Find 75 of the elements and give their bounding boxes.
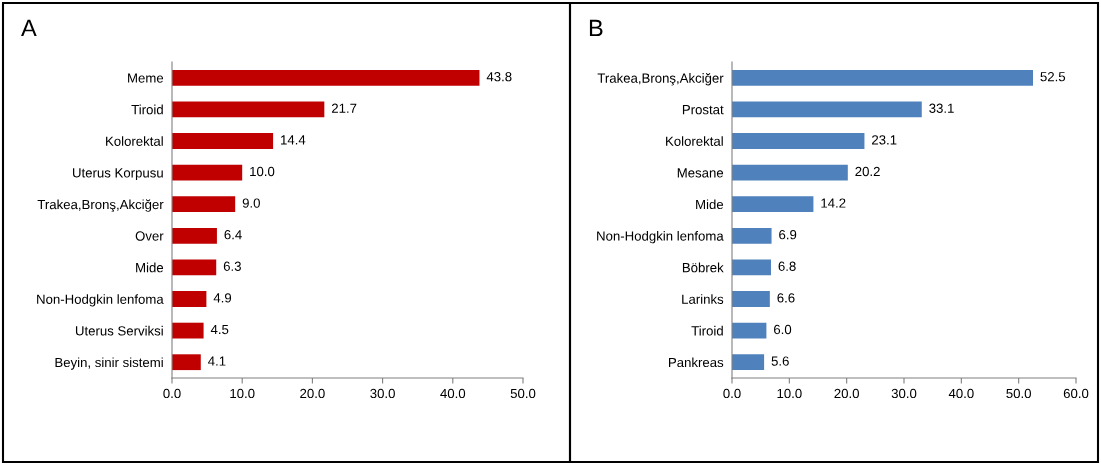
data-label: 33.1: [929, 103, 954, 113]
y-tick-label: Uterus Korpusu: [73, 168, 163, 181]
y-tick-label: Larinks: [682, 294, 724, 304]
x-tick-label: 40.0: [440, 388, 466, 399]
data-label: 5.6: [771, 356, 789, 366]
bar: [172, 354, 201, 371]
bar: [172, 133, 274, 149]
bar: [172, 259, 217, 276]
data-label: 6.9: [779, 230, 797, 240]
x-tick-label: 10.0: [777, 388, 802, 399]
bar: [732, 164, 848, 181]
y-tick-label: Trakea,Bronş,Akciğer: [597, 72, 724, 86]
y-tick-label: Kolorektal: [106, 136, 163, 146]
y-tick-label: Tiroid: [131, 104, 163, 115]
bar: [172, 164, 243, 181]
y-tick-label: Tiroid: [691, 325, 723, 336]
y-tick-label: Prostat: [682, 105, 724, 115]
bar: [732, 69, 1033, 86]
data-label: 4.5: [210, 324, 229, 335]
data-label: 4.1: [208, 356, 226, 366]
y-tick-label: Mide: [696, 199, 724, 210]
y-tick-label: Meme: [128, 73, 164, 83]
x-tick-label: 20.0: [834, 388, 859, 399]
y-tick-label: Mide: [136, 262, 164, 273]
x-tick-label: 10.0: [230, 388, 255, 399]
bar: [732, 354, 765, 371]
x-tick-label: 0.0: [723, 388, 741, 399]
bar: [732, 196, 814, 213]
data-label: 6.4: [224, 230, 242, 240]
y-tick-label: Beyin, sinir sistemi: [55, 357, 163, 370]
chart-title: B: [589, 19, 603, 37]
x-tick-label: 50.0: [510, 388, 536, 399]
x-tick-label: 60.0: [1063, 388, 1089, 399]
y-tick-label: Over: [135, 231, 164, 241]
x-tick-label: 0.0: [163, 388, 181, 399]
x-tick-label: 30.0: [370, 388, 395, 399]
x-tick-label: 20.0: [300, 388, 325, 399]
bar: [172, 196, 236, 213]
x-tick-label: 30.0: [891, 388, 917, 399]
y-tick-label: Mesane: [677, 168, 724, 178]
x-tick-label: 50.0: [1006, 388, 1031, 399]
y-tick-label: Böbrek: [682, 262, 724, 273]
data-label: 43.8: [486, 72, 512, 82]
bar: [732, 259, 771, 276]
data-label: 21.7: [331, 103, 357, 113]
data-label: 9.0: [242, 198, 260, 208]
data-label: 4.9: [213, 293, 232, 303]
bar: [732, 291, 770, 307]
bar: [732, 133, 865, 149]
data-label: 20.2: [855, 166, 880, 177]
data-label: 6.6: [777, 293, 795, 303]
chart-title: A: [21, 19, 37, 37]
data-label: 6.0: [774, 324, 792, 335]
data-label: 23.1: [872, 135, 897, 145]
bar: [172, 101, 325, 118]
x-tick-label: 40.0: [948, 388, 974, 399]
bar: [732, 227, 772, 244]
bar: [172, 291, 207, 307]
bar: [172, 227, 217, 244]
y-tick-label: Kolorektal: [666, 136, 723, 146]
y-tick-label: Trakea,Bronş,Akciğer: [37, 199, 164, 212]
data-label: 10.0: [250, 166, 275, 177]
y-tick-label: Non-Hodgkin lenfoma: [37, 294, 164, 307]
data-label: 14.4: [281, 135, 306, 145]
y-tick-label: Uterus Serviksi: [75, 325, 163, 336]
bar: [732, 101, 922, 118]
y-tick-label: Pankreas: [669, 357, 724, 368]
bar: [172, 322, 204, 339]
data-label: 14.2: [821, 198, 846, 208]
data-label: 6.8: [778, 261, 796, 271]
y-tick-label: Non-Hodgkin lenfoma: [597, 231, 724, 244]
bar: [172, 69, 480, 86]
bar: [732, 322, 767, 339]
data-label: 52.5: [1040, 72, 1066, 82]
data-label: 6.3: [223, 261, 241, 271]
